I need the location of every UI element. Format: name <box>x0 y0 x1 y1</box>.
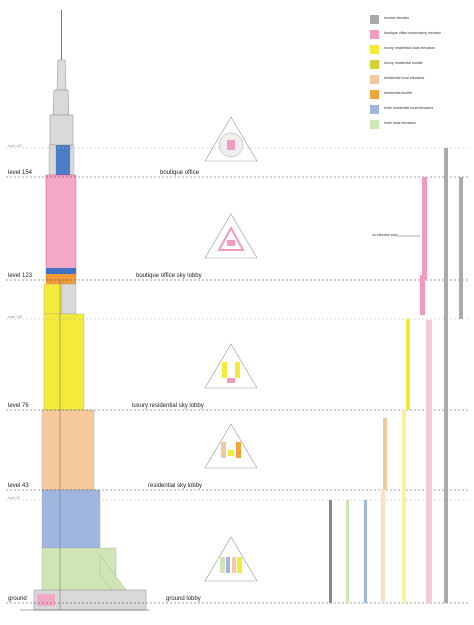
tower-lux-lower <box>43 283 63 315</box>
floor-plans <box>204 116 258 582</box>
legend-label: residential shuttle <box>384 91 412 95</box>
tower-shuttle-band <box>46 274 76 284</box>
bar-service-upper <box>459 177 463 319</box>
legend-swatch <box>370 30 379 39</box>
tower-top-section <box>56 59 67 91</box>
legend-label: hotel local elevators <box>384 121 416 125</box>
level-123-label: level 123 <box>8 273 33 279</box>
plan-boutique-office-sky-lobby <box>204 213 258 259</box>
plan-label-boutique-office-sky-lobby: boutique office sky lobby <box>136 273 202 279</box>
level-108-label: level 108 <box>8 315 23 319</box>
legend-swatch <box>370 60 379 69</box>
tower-lux-residential <box>43 313 85 411</box>
elevator-bars <box>329 148 463 603</box>
tower-base-lobby <box>37 594 55 606</box>
level-39-label: level 39 <box>8 496 21 500</box>
plan-label-residential-sky-lobby: residential sky lobby <box>148 483 203 489</box>
tower-hotel-residential <box>41 489 101 549</box>
legend-swatch <box>370 15 379 24</box>
legend-label: service elevator <box>384 16 410 20</box>
legend-label: residential local elevators <box>384 76 425 80</box>
ground-label: ground <box>8 596 27 602</box>
tower-office-lobby-band <box>46 268 76 274</box>
plan-ground-lobby <box>204 536 258 582</box>
legend-swatch <box>370 45 379 54</box>
plan-boutique-office <box>204 116 258 162</box>
bar-service-long <box>444 148 448 603</box>
tower-upper-section <box>52 89 70 116</box>
legend-label: luxury residential local elevators <box>384 46 435 50</box>
tower-service-top <box>48 144 57 176</box>
level-160-label: level 160 <box>8 144 23 148</box>
bar-office-shaft <box>426 320 432 603</box>
plan-luxury-residential-sky-lobby <box>204 343 258 389</box>
bar-hotel-res <box>364 500 367 603</box>
legend-swatch <box>370 75 379 84</box>
plan-residential-sky-lobby <box>204 423 258 469</box>
tower-office-zone <box>45 174 77 281</box>
bar-service-lower <box>329 500 332 603</box>
tower-blue-top <box>56 145 70 175</box>
no-elevator-stop-note: no elevator stop <box>372 233 398 237</box>
legend-label: luxury residential shuttle <box>384 61 423 65</box>
tower-core-upper <box>61 283 77 315</box>
bar-lux-local <box>406 319 410 410</box>
legend-label: boutique office observatory elevator <box>384 31 441 35</box>
bar-lux-shuttle <box>402 410 406 603</box>
plan-label-boutique-office: boutique office <box>160 170 199 176</box>
tower <box>20 10 150 611</box>
bar-office-mid <box>420 275 425 315</box>
level-43-label: level 43 <box>8 483 29 489</box>
level-76-label: level 76 <box>8 403 29 409</box>
tower-wing-top <box>69 144 75 176</box>
level-lines <box>6 147 470 604</box>
legend-swatch <box>370 90 379 99</box>
level-154-label: level 154 <box>8 170 33 176</box>
legend-swatch <box>370 105 379 114</box>
bar-hotel-local <box>346 500 349 603</box>
tower-crown <box>49 114 74 146</box>
plan-label-luxury-residential-sky-lobby: luxury residential sky lobby <box>132 403 204 409</box>
tower-residential <box>41 409 95 491</box>
bar-res-shuttle <box>381 490 385 603</box>
legend-label: hotel residential local elevators <box>384 106 434 110</box>
legend-swatch <box>370 120 379 129</box>
tower-spire <box>61 10 62 60</box>
plan-label-ground-lobby: ground lobby <box>166 596 201 602</box>
bar-res-local <box>383 418 387 490</box>
bar-office-upper <box>422 177 427 280</box>
